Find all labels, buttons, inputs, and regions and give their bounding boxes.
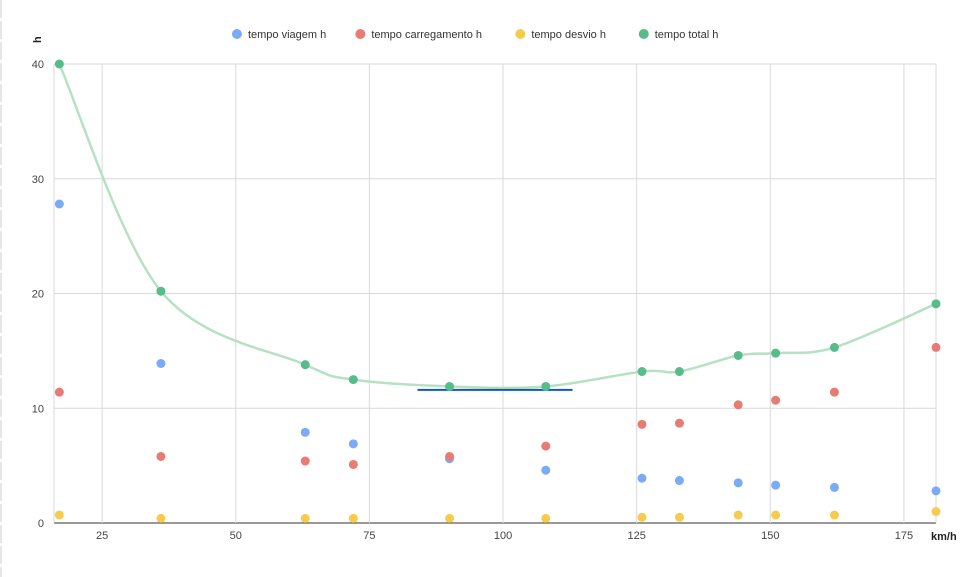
point-tempo-total-h (300, 360, 310, 370)
point-tempo-desvio-h (637, 512, 647, 522)
chart-gridlines (53, 63, 937, 524)
point-tempo-viagem-h (637, 473, 647, 483)
point-tempo-viagem-h (771, 480, 781, 490)
point-tempo-desvio-h (931, 507, 941, 517)
point-tempo-carregamento-h (771, 395, 781, 405)
point-tempo-viagem-h (931, 486, 941, 496)
point-tempo-desvio-h (674, 512, 684, 522)
x-tick-label: 100 (494, 530, 512, 542)
total-trendline-path (58, 63, 937, 390)
legend-swatch (231, 29, 242, 39)
point-tempo-carregamento-h (156, 451, 166, 461)
y-tick-label: 10 (32, 403, 44, 415)
legend-item: tempo carregamento h (355, 29, 482, 41)
point-tempo-carregamento-h (829, 387, 839, 397)
point-tempo-carregamento-h (733, 400, 743, 410)
point-tempo-viagem-h (300, 427, 310, 437)
point-tempo-total-h (637, 367, 647, 377)
y-tick-label: 30 (32, 174, 44, 186)
point-tempo-total-h (541, 381, 551, 391)
point-tempo-total-h (54, 59, 64, 69)
x-axis-ticks: 25 50 75 100 125 150 175 (96, 530, 913, 542)
legend-swatch (355, 29, 366, 39)
point-tempo-total-h (931, 299, 941, 309)
point-tempo-total-h (445, 381, 455, 391)
legend-label: tempo desvio h (531, 29, 606, 41)
point-tempo-total-h (674, 367, 684, 377)
sheet-edge-strip (0, 0, 2, 577)
point-tempo-viagem-h (829, 482, 839, 492)
legend-item: tempo total h (638, 29, 719, 41)
point-tempo-carregamento-h (674, 418, 684, 428)
point-tempo-viagem-h (674, 476, 684, 486)
point-tempo-viagem-h (54, 199, 64, 209)
y-axis-title: h (32, 36, 44, 43)
x-tick-label: 175 (895, 530, 913, 542)
point-tempo-desvio-h (733, 510, 743, 520)
x-axis-title: km/h (931, 531, 957, 543)
legend-label: tempo carregamento h (371, 29, 482, 41)
point-tempo-viagem-h (156, 358, 166, 368)
point-tempo-desvio-h (156, 513, 166, 523)
point-tempo-desvio-h (54, 510, 64, 520)
x-tick-label: 25 (96, 530, 108, 542)
point-tempo-desvio-h (771, 510, 781, 520)
y-tick-label: 40 (32, 59, 44, 71)
point-tempo-desvio-h (445, 513, 455, 523)
x-tick-label: 125 (627, 530, 645, 542)
point-tempo-viagem-h (733, 478, 743, 488)
legend-item: tempo desvio h (515, 29, 606, 41)
x-tick-label: 150 (761, 530, 779, 542)
point-tempo-desvio-h (541, 513, 551, 523)
total-trendline (58, 63, 937, 390)
point-tempo-total-h (348, 375, 358, 385)
point-tempo-carregamento-h (445, 451, 455, 461)
point-tempo-carregamento-h (541, 441, 551, 451)
x-tick-label: 50 (230, 530, 242, 542)
point-tempo-total-h (771, 348, 781, 358)
point-tempo-viagem-h (541, 465, 551, 475)
point-tempo-total-h (156, 286, 166, 296)
legend-label: tempo total h (655, 29, 719, 41)
chart-legend: tempo viagem h tempo carregamento h tempo … (231, 29, 719, 41)
point-tempo-total-h (733, 350, 743, 360)
data-points (54, 59, 941, 523)
point-tempo-desvio-h (829, 510, 839, 520)
point-tempo-total-h (829, 342, 839, 352)
legend-swatch (515, 29, 526, 39)
y-axis-ticks: 0 10 20 30 40 (32, 59, 44, 530)
point-tempo-viagem-h (348, 439, 358, 449)
point-tempo-carregamento-h (931, 342, 941, 352)
x-tick-label: 75 (363, 530, 375, 542)
legend-item: tempo viagem h (231, 29, 326, 41)
y-tick-label: 20 (32, 289, 44, 301)
point-tempo-carregamento-h (300, 456, 310, 466)
point-tempo-carregamento-h (637, 419, 647, 429)
point-tempo-desvio-h (300, 513, 310, 523)
point-tempo-carregamento-h (54, 387, 64, 397)
legend-swatch (638, 29, 649, 39)
legend-label: tempo viagem h (248, 29, 326, 41)
y-tick-label: 0 (38, 518, 44, 530)
point-tempo-desvio-h (348, 513, 358, 523)
point-tempo-carregamento-h (348, 459, 358, 469)
